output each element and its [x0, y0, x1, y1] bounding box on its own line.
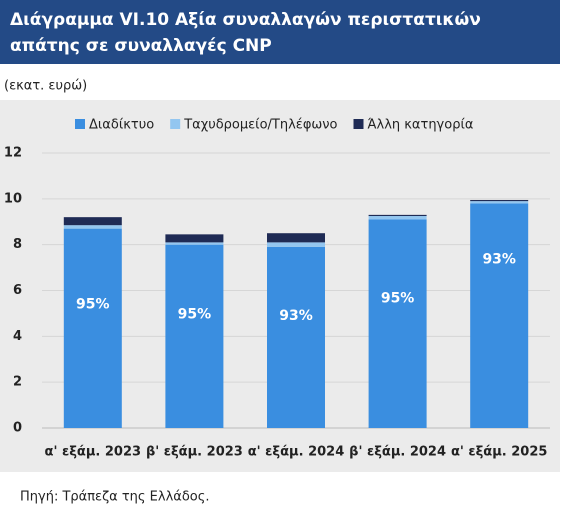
bar-segment: [63, 225, 122, 229]
share-label: 95%: [178, 306, 212, 322]
source: Πηγή: Τράπεζα της Ελλάδος.: [20, 490, 210, 505]
share-label: 93%: [279, 308, 313, 324]
chart-title: απάτης σε συναλλαγές CNP: [10, 36, 272, 56]
x-tick-label: α' εξάμ. 2024: [248, 445, 345, 460]
bar-segment: [368, 216, 427, 220]
legend-swatch: [75, 119, 85, 129]
share-label: 95%: [381, 291, 415, 307]
y-tick-label: 8: [13, 237, 22, 252]
x-tick-label: α' εξάμ. 2023: [45, 445, 142, 460]
y-tick-label: 2: [13, 375, 22, 390]
legend-swatch: [170, 119, 181, 129]
bar-segment: [63, 228, 122, 428]
bar-segment: [267, 246, 325, 428]
bar-segment: [470, 203, 529, 428]
share-label: 93%: [482, 252, 516, 268]
y-tick-label: 12: [4, 146, 22, 161]
bar-segment: [470, 199, 529, 202]
header: [0, 0, 560, 64]
x-tick-label: β' εξάμ. 2023: [146, 445, 243, 460]
bar-segment: [63, 217, 122, 226]
y-tick-label: 10: [4, 191, 22, 206]
y-tick-label: 6: [13, 283, 22, 298]
share-label: 95%: [76, 296, 110, 312]
legend-label: Ταχυδρομείο/Τηλέφωνο: [183, 118, 337, 133]
legend-label: Διαδίκτυο: [89, 118, 154, 133]
bar-segment: [470, 201, 529, 204]
subtitle: (εκατ. ευρώ): [4, 79, 87, 94]
legend-swatch: [353, 119, 364, 129]
bar-segment: [165, 242, 224, 245]
chart-title: Διάγραμμα VI.10 Αξία συναλλαγών περιστατ…: [10, 10, 481, 30]
bar-segment: [368, 219, 427, 428]
x-tick-label: α' εξάμ. 2025: [451, 445, 548, 460]
bar-segment: [368, 214, 427, 217]
bar-segment: [267, 242, 325, 247]
bar-segment: [267, 233, 325, 243]
bar-segment: [165, 234, 224, 243]
y-tick-label: 4: [13, 329, 22, 344]
y-tick-label: 0: [13, 421, 22, 436]
bar-segment: [165, 244, 224, 428]
x-tick-label: β' εξάμ. 2024: [349, 445, 446, 460]
legend-label: Άλλη κατηγορία: [368, 118, 474, 133]
